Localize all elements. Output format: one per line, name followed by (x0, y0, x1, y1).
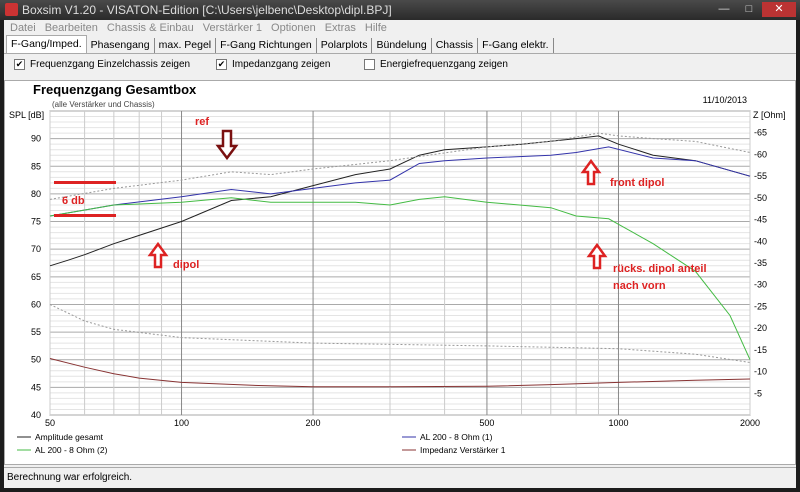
checkbox-box[interactable]: ✔ (216, 59, 227, 70)
menu-bearbeiten[interactable]: Bearbeiten (44, 22, 98, 34)
tab-bar: F-Gang/Imped. Phasengang max. Pegel F-Gang … (4, 35, 796, 54)
series-line-0 (49, 135, 751, 267)
frequency-chart: Frequenzgang Gesamtbox (alle Verstärker … (9, 82, 786, 455)
tab-fgang-imped[interactable]: F-Gang/Imped. (6, 35, 87, 53)
annotation-6db: 6 db (62, 195, 85, 207)
marker-line-top (54, 181, 116, 184)
y-tick-label: 45 (31, 382, 41, 392)
maximize-button[interactable]: □ (745, 3, 753, 15)
x-tick-label: 100 (174, 418, 189, 428)
series-line-2 (49, 196, 751, 360)
checkbox-box[interactable] (364, 59, 375, 70)
annotation-dipol: dipol (173, 259, 199, 271)
status-bar: Berechnung war erfolgreich. (4, 467, 796, 486)
checkbox-box[interactable]: ✔ (14, 59, 25, 70)
y-tick-label: 55 (31, 327, 41, 337)
y-axis-label: SPL [dB] (9, 110, 44, 120)
checkbox-label: Impedanzgang zeigen (232, 59, 331, 70)
chart-subtitle: (alle Verstärker und Chassis) (52, 100, 155, 109)
options-bar: ✔ Frequenzgang Einzelchassis zeigen ✔ Impe… (4, 54, 796, 76)
annotation-rueck-dipol: rücks. dipol anteil (613, 263, 707, 275)
legend-entry: AL 200 - 8 Ohm (1) (420, 432, 493, 442)
y2-tick-label: -40 (754, 236, 767, 246)
arrow-up-icon (580, 158, 602, 186)
menu-hilfe[interactable]: Hilfe (364, 22, 387, 34)
y2-tick-label: -35 (754, 258, 767, 268)
legend-entry: Amplitude gesamt (35, 432, 104, 442)
annotation-front-dipol: front dipol (610, 177, 664, 189)
menu-bar: Datei Bearbeiten Chassis & Einbau Verstärke… (4, 20, 796, 36)
y-tick-label: 60 (31, 299, 41, 309)
checkbox-label: Energiefrequenzgang zeigen (380, 59, 508, 70)
y-tick-label: 80 (31, 189, 41, 199)
y-tick-label: 40 (31, 410, 41, 420)
marker-line-bottom (54, 214, 116, 217)
y2-tick-label: -15 (754, 345, 767, 355)
annotation-nach-vorn: nach vorn (613, 280, 666, 292)
series-line-4 (49, 132, 751, 200)
checkbox-label: Frequenzgang Einzelchassis zeigen (30, 59, 191, 70)
annotation-ref: ref (195, 116, 209, 128)
checkbox-einzelchassis[interactable]: ✔ Frequenzgang Einzelchassis zeigen (14, 59, 190, 70)
x-tick-label: 200 (306, 418, 321, 428)
y-tick-label: 50 (31, 355, 41, 365)
x-tick-label: 2000 (740, 418, 760, 428)
y2-tick-label: -30 (754, 280, 767, 290)
tab-polarplots[interactable]: Polarplots (317, 38, 373, 53)
window-title: Boxsim V1.20 - VISATON-Edition [C:\Users… (22, 3, 392, 17)
series-line-3 (49, 358, 751, 388)
tab-phasengang[interactable]: Phasengang (87, 38, 155, 53)
tab-fgang-richtungen[interactable]: F-Gang Richtungen (216, 38, 317, 53)
y2-tick-label: -45 (754, 215, 767, 225)
x-tick-label: 1000 (608, 418, 628, 428)
arrow-up-icon (147, 241, 169, 269)
y2-tick-label: -20 (754, 323, 767, 333)
checkbox-energie[interactable]: Energiefrequenzgang zeigen (364, 59, 508, 70)
minimize-button[interactable]: — (718, 3, 730, 15)
y2-tick-label: -65 (754, 128, 767, 138)
x-tick-label: 500 (479, 418, 494, 428)
annotations: ref 6 db dipol front dipol rücks. dipol … (54, 116, 707, 292)
y-tick-label: 85 (31, 161, 41, 171)
tab-chassis[interactable]: Chassis (432, 38, 479, 53)
y2-axis-label: Z [Ohm] (753, 110, 786, 120)
y2-tick-label: -55 (754, 171, 767, 181)
menu-extras[interactable]: Extras (324, 22, 356, 34)
x-tick-label: 50 (45, 418, 55, 428)
y2-tick-label: -10 (754, 367, 767, 377)
menu-datei[interactable]: Datei (10, 22, 36, 34)
chart-date: 11/10/2013 (703, 95, 747, 105)
menu-optionen[interactable]: Optionen (271, 22, 316, 34)
legend-entry: AL 200 - 8 Ohm (2) (35, 445, 108, 455)
y-tick-label: 75 (31, 217, 41, 227)
y-tick-label: 90 (31, 134, 41, 144)
tab-buendelung[interactable]: Bündelung (372, 38, 432, 53)
legend-entry: Impedanz Verstärker 1 (420, 445, 506, 455)
checkbox-impedanz[interactable]: ✔ Impedanzgang zeigen (216, 59, 330, 70)
title-bar: Boxsim V1.20 - VISATON-Edition [C:\Users… (0, 0, 800, 20)
series-line-1 (49, 146, 751, 217)
tab-max-pegel[interactable]: max. Pegel (155, 38, 217, 53)
main-window: Datei Bearbeiten Chassis & Einbau Verstärke… (4, 20, 796, 488)
arrow-up-icon (586, 242, 608, 270)
menu-chassis-einbau[interactable]: Chassis & Einbau (106, 22, 194, 34)
menu-verstaerker[interactable]: Verstärker 1 (202, 22, 263, 34)
y2-tick-label: -60 (754, 149, 767, 159)
y-tick-label: 70 (31, 244, 41, 254)
y2-tick-label: -25 (754, 301, 767, 311)
close-button[interactable]: ✕ (762, 2, 796, 17)
tab-fgang-elektr[interactable]: F-Gang elektr. (478, 38, 554, 53)
y-tick-label: 65 (31, 272, 41, 282)
chart-panel: Frequenzgang Gesamtbox (alle Verstärker … (4, 80, 796, 465)
arrow-down-icon (215, 129, 239, 161)
y2-tick-label: -50 (754, 193, 767, 203)
app-icon (5, 3, 18, 16)
chart-title: Frequenzgang Gesamtbox (33, 82, 197, 97)
y2-tick-label: -5 (754, 388, 762, 398)
series-line-5 (49, 304, 751, 363)
